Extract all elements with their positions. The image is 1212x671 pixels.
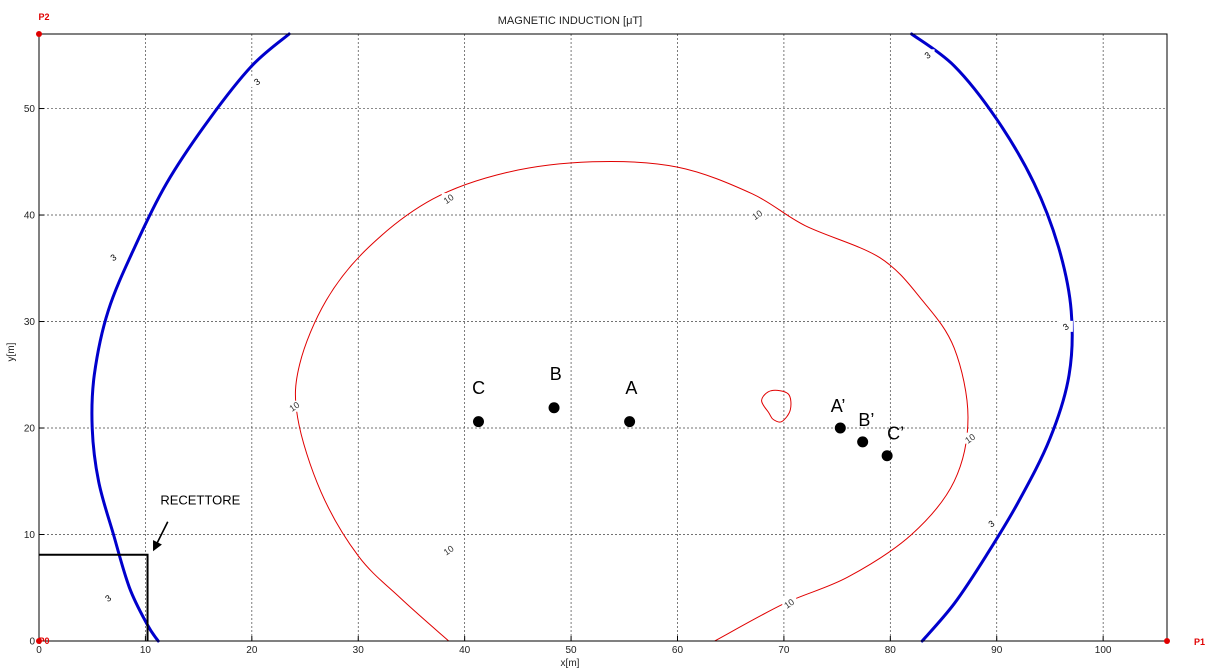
measurement-point-label: B’ (858, 410, 874, 430)
tick-label-x: 80 (885, 645, 897, 656)
corner-marker-label: P0 (38, 636, 49, 646)
corner-marker (1164, 638, 1170, 644)
contour-label-background (250, 75, 265, 87)
receptor-boundary (39, 553, 149, 641)
contour-label: 10 (782, 597, 796, 611)
contour-label: 3 (1061, 321, 1071, 332)
contour-label: 3 (252, 76, 262, 87)
axis-ticks: 0 10 20 30 40 50 60 70 80 90 100 0 10 20 30 40 50 (24, 104, 1112, 656)
tick-label-x: 40 (459, 645, 471, 656)
plot-frame (38, 33, 1168, 642)
contour-label-background (287, 400, 302, 412)
contour-label: 10 (442, 544, 456, 558)
contour-label: 10 (963, 432, 977, 446)
measurement-point (881, 450, 893, 462)
corner-marker-label: P2 (38, 12, 49, 22)
measurement-point-label: C’ (887, 424, 904, 444)
measurement-point (624, 416, 636, 428)
contour-label: 3 (923, 50, 933, 61)
contour-line-level-3 (910, 32, 1074, 643)
contour-label-background (106, 251, 121, 263)
corner-marker (36, 31, 42, 37)
tick-label-x: 20 (246, 645, 258, 656)
contour-lines: 3 3 3 3 3 3 10 10 10 10 10 10 (90, 32, 1074, 643)
grid (39, 34, 1167, 641)
receptor-label: RECETTORE (160, 493, 240, 508)
contour-label-background (750, 209, 765, 221)
y-axis-label: y[m] (6, 342, 17, 361)
tick-label-x: 10 (140, 645, 152, 656)
measurement-point-label: A’ (831, 396, 846, 416)
measurement-point-label: C (472, 378, 485, 398)
contour-label-background (782, 597, 797, 609)
tick-label-x: 60 (672, 645, 684, 656)
measurement-point-label: B (550, 364, 562, 384)
contour-label: 10 (287, 400, 301, 414)
tick-label-x: 0 (36, 645, 42, 656)
contour-label: 3 (986, 518, 996, 529)
tick-label-x: 50 (566, 645, 578, 656)
receptor-area: RECETTORE (39, 493, 241, 641)
corner-marker-label: P1 (1194, 637, 1205, 647)
receptor-arrow (153, 521, 169, 552)
contour-line-level-10 (294, 160, 969, 642)
contour-label: 3 (103, 593, 113, 604)
contour-label: 10 (442, 192, 456, 206)
tick-label-x: 100 (1095, 645, 1112, 656)
tick-label-x: 70 (778, 645, 790, 656)
contour-label-background (441, 544, 456, 556)
measurement-point (834, 422, 846, 434)
contour-line-level-3 (90, 32, 291, 643)
tick-label-y: 0 (29, 637, 35, 648)
measurement-point (857, 436, 869, 448)
contour-label-background (101, 592, 116, 604)
x-axis-label: x[m] (561, 658, 580, 669)
contour-label-background (984, 517, 999, 529)
contour-line-level-10 (761, 389, 792, 423)
measurement-point (472, 416, 484, 428)
contour-label: 10 (750, 208, 764, 222)
tick-label-y: 50 (24, 104, 36, 115)
contour-label: 3 (109, 252, 119, 263)
tick-label-x: 90 (991, 645, 1003, 656)
corner-marker (36, 638, 42, 644)
measurement-point (548, 402, 560, 414)
tick-label-y: 10 (24, 530, 36, 541)
measurement-point-label: A (625, 378, 637, 398)
contour-label-background (963, 432, 978, 444)
contour-label-background (441, 193, 456, 205)
tick-label-y: 30 (24, 317, 36, 328)
chart-title: MAGNETIC INDUCTION [μT] (498, 15, 642, 27)
corner-markers: P0 P1 P2 (36, 12, 1205, 647)
contour-label-background (920, 49, 935, 61)
tick-label-x: 30 (353, 645, 365, 656)
tick-label-y: 20 (24, 424, 36, 435)
tick-label-y: 40 (24, 211, 36, 222)
contour-label-background (1058, 320, 1073, 332)
measurement-points: C B A A’ B’ C’ (472, 364, 904, 462)
